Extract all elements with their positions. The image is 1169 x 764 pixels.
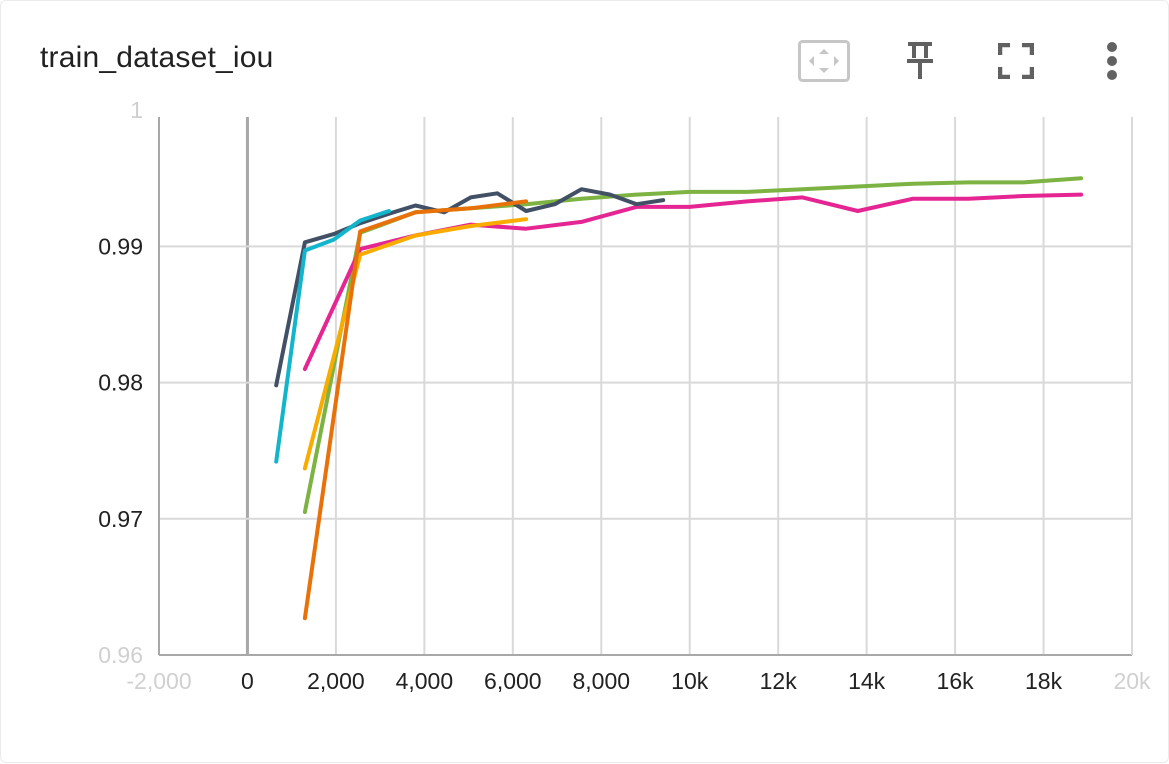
series-line-6[interactable] xyxy=(302,199,529,621)
chart-series xyxy=(274,176,1084,621)
x-tick-label: 18k xyxy=(1025,668,1063,694)
x-tick-label: 0 xyxy=(241,668,254,694)
x-tick-label: 6,000 xyxy=(484,668,542,694)
pin-button[interactable] xyxy=(894,37,946,85)
x-tick-label: 8,000 xyxy=(572,668,630,694)
x-tick-label: 16k xyxy=(937,668,975,694)
fit-domain-button[interactable] xyxy=(798,37,850,85)
pin-icon xyxy=(905,41,935,81)
x-tick-label: 20k xyxy=(1113,668,1151,694)
more-options-button[interactable] xyxy=(1086,37,1138,85)
x-tick-label: 14k xyxy=(848,668,886,694)
series-line-2[interactable] xyxy=(302,192,1084,371)
card-toolbar xyxy=(798,37,1138,85)
x-tick-label: 4,000 xyxy=(396,668,454,694)
fit-to-data-icon xyxy=(798,40,850,82)
series-line-1[interactable] xyxy=(302,176,1084,514)
chart-axes xyxy=(158,117,1133,656)
y-tick-label: 0.99 xyxy=(98,233,143,259)
series-line-4[interactable] xyxy=(274,209,391,464)
card-title: train_dataset_iou xyxy=(40,41,274,74)
y-tick-label: 0.97 xyxy=(98,506,143,532)
series-line-5[interactable] xyxy=(302,217,529,471)
more-vert-icon xyxy=(1106,41,1118,81)
x-tick-label: 2,000 xyxy=(307,668,365,694)
x-tick-label: 10k xyxy=(671,668,709,694)
y-tick-label: 1 xyxy=(130,97,143,123)
fullscreen-button[interactable] xyxy=(990,37,1042,85)
x-tick-label: 12k xyxy=(760,668,798,694)
x-axis-tick-labels: -2,000 0 2,000 4,000 6,000 8,000 10k 12k 14k 16k 1… xyxy=(126,668,1151,694)
series-line-3[interactable] xyxy=(274,187,666,388)
y-tick-label: 0.96 xyxy=(98,642,143,668)
fullscreen-icon xyxy=(998,43,1034,79)
y-axis-tick-labels: 0.96 0.97 0.98 0.99 1 xyxy=(98,97,143,668)
y-tick-label: 0.98 xyxy=(98,370,143,396)
x-tick-label: -2,000 xyxy=(126,668,191,694)
